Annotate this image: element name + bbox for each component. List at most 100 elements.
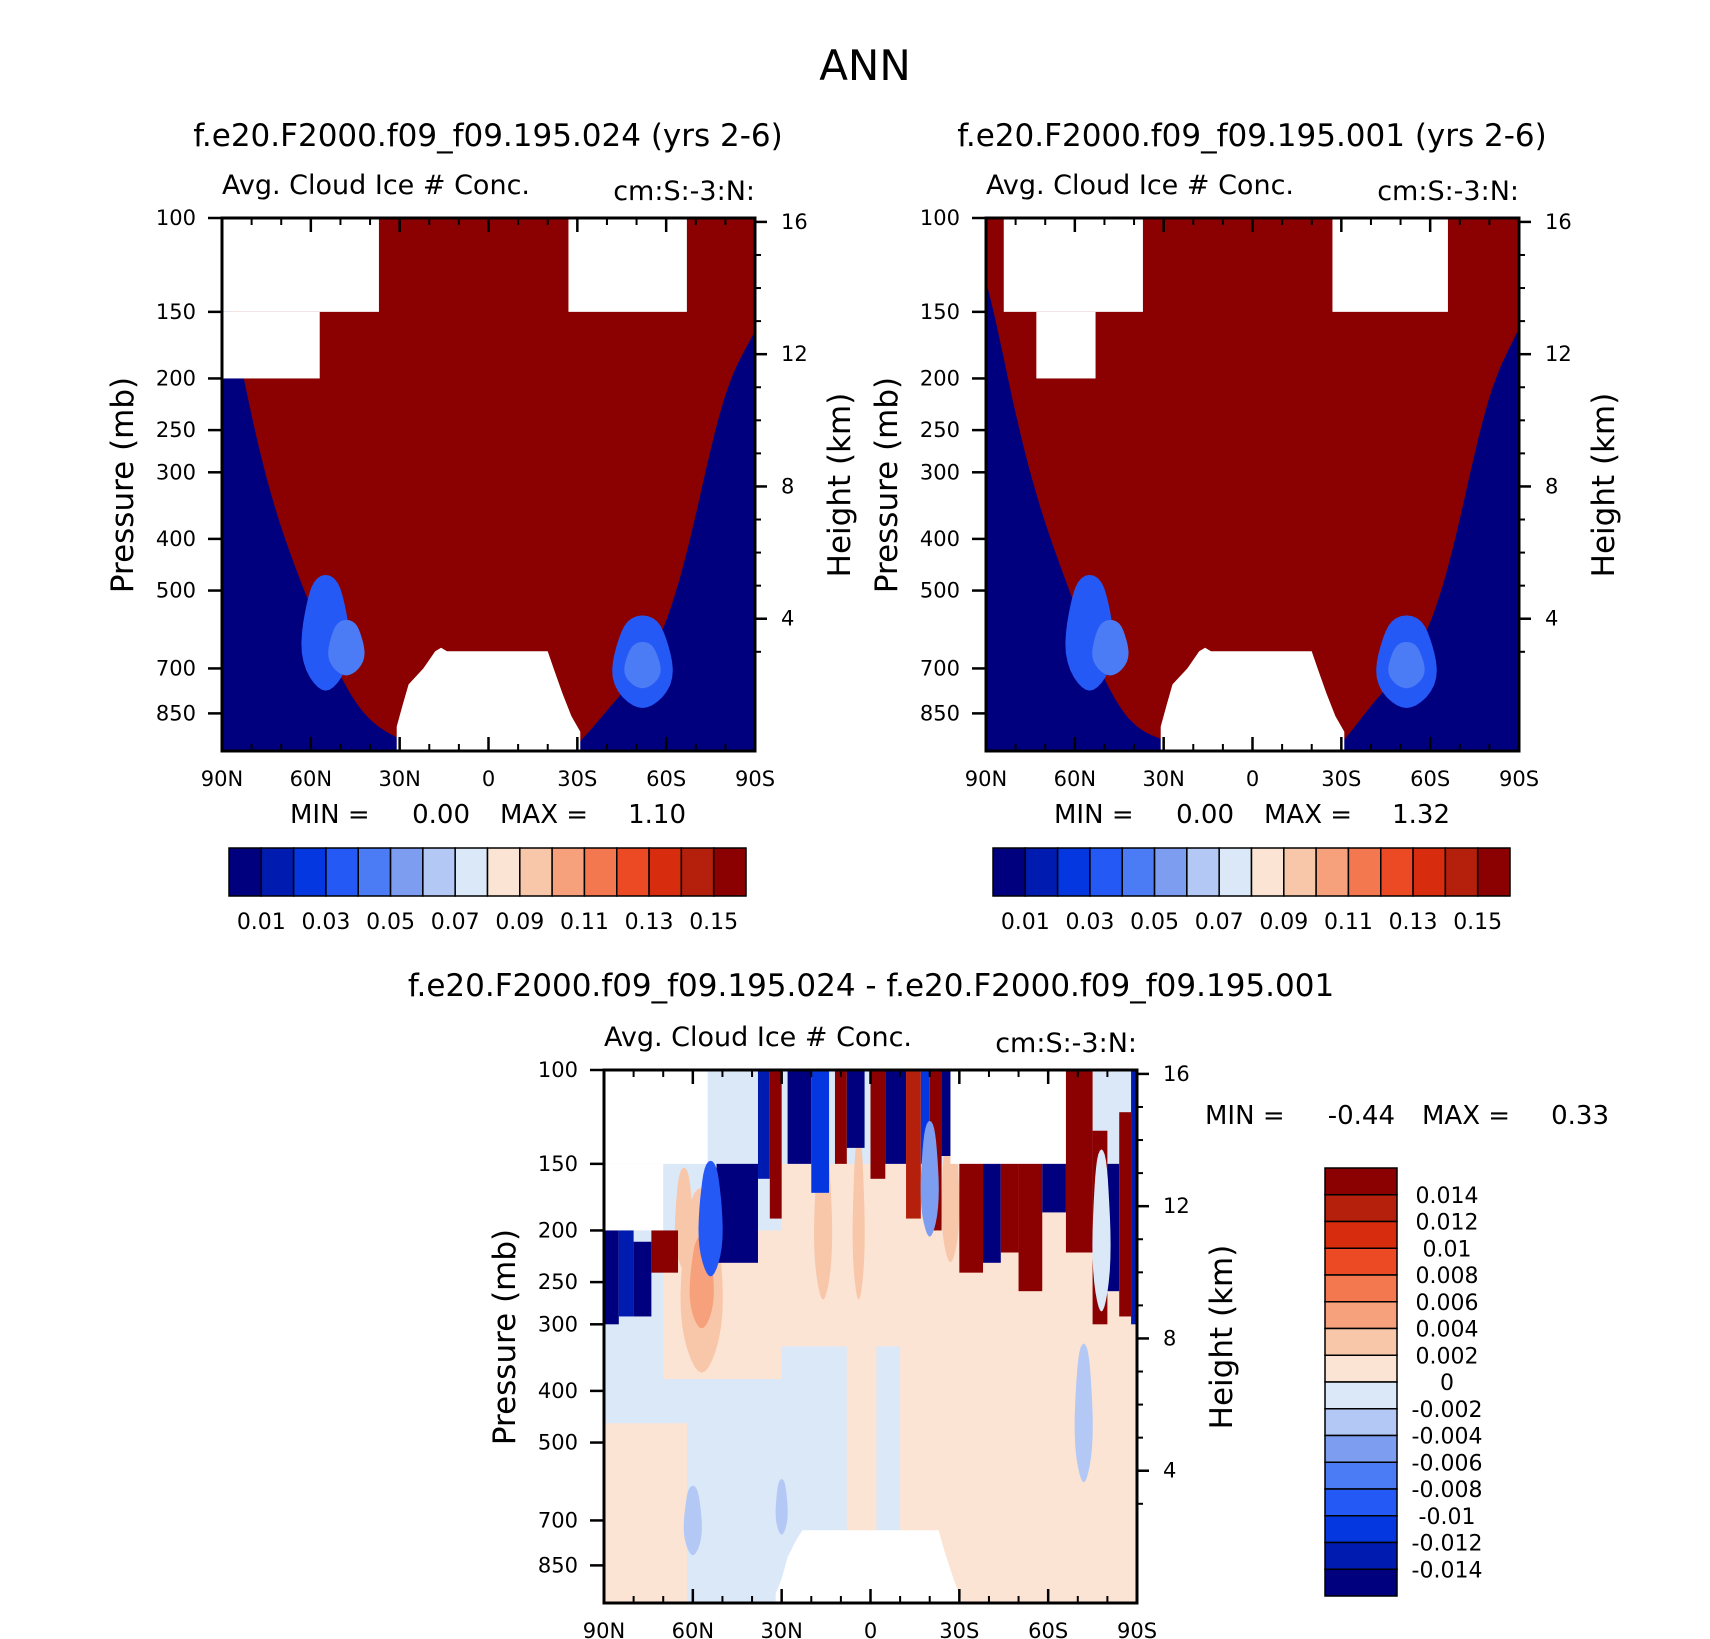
colorbar-box (992, 847, 1027, 897)
diff-column (787, 1070, 812, 1164)
colorbar-box (1324, 1274, 1398, 1303)
colorbar-label: 0.09 (495, 910, 544, 935)
diff-patch (775, 1479, 788, 1535)
x-tick-label: 60S (1028, 1619, 1068, 1639)
panel-control: f.e20.F2000.f09_f09.195.001 (yrs 2-6) Av… (869, 118, 1622, 935)
colorbar-box (422, 847, 456, 897)
y2-axis-label: Height (km) (822, 393, 858, 578)
y-tick-label: 400 (920, 527, 960, 551)
axes: 90N 60N 30N 0 30S 60S 90S 100 150 200 250 300 400 500… (920, 206, 1572, 791)
x-tick-label: 0 (1246, 767, 1259, 791)
diff-column (834, 1070, 847, 1164)
y-tick-label: 250 (156, 418, 196, 442)
y2-axis-label: Height (km) (1586, 393, 1622, 578)
y-tick-label: 850 (538, 1553, 578, 1577)
y-tick-label: 100 (538, 1058, 578, 1082)
y2-tick-label: 8 (1163, 1326, 1176, 1350)
max-label: MAX = (1422, 1101, 1510, 1131)
diff-column (959, 1163, 984, 1273)
colorbar-box (228, 847, 263, 897)
colorbar-box (1218, 847, 1253, 897)
colorbar-label: 0.004 (1416, 1318, 1479, 1343)
colorbar-box (1324, 1408, 1398, 1437)
colorbar-label: 0.11 (1324, 910, 1373, 935)
y-tick-label: 200 (156, 366, 196, 390)
y-tick-label: 700 (920, 656, 960, 680)
colorbar-label: 0.01 (1001, 910, 1050, 935)
colorbar-box (1380, 847, 1414, 897)
diff-streak (852, 1137, 865, 1300)
x-tick-label: 90S (1499, 767, 1539, 791)
contour-field (986, 218, 1519, 751)
diff-column (716, 1163, 758, 1263)
colorbar-label: 0.008 (1416, 1264, 1479, 1289)
colorbar-box (1324, 1568, 1398, 1597)
colorbar-label: 0.006 (1416, 1291, 1479, 1316)
y2-tick-label: 8 (1545, 474, 1558, 498)
colorbar-box (1347, 847, 1382, 897)
min-value: 0.00 (412, 800, 470, 830)
x-tick-label: 90N (583, 1619, 625, 1639)
missing-region (1003, 218, 1143, 312)
colorbar-label: 0.15 (1453, 910, 1502, 935)
diff-column (811, 1070, 830, 1193)
colorbar-label: 0.05 (1130, 910, 1179, 935)
x-tick-label: 60N (672, 1619, 714, 1639)
diff-column (1119, 1112, 1132, 1317)
colorbar-box (1444, 847, 1479, 897)
y-tick-label: 300 (156, 460, 196, 484)
y-tick-label: 400 (538, 1379, 578, 1403)
colorbar-label: 0.15 (689, 910, 738, 935)
max-label: MAX = (500, 800, 588, 830)
diff-column (941, 1070, 951, 1157)
colorbar-box (1476, 847, 1511, 897)
x-tick-label: 0 (482, 767, 495, 791)
colorbar: 0.01 0.03 0.05 0.07 0.09 0.11 0.13 0.15 (992, 847, 1511, 935)
diff-region (781, 1163, 901, 1347)
missing-region (1036, 311, 1096, 379)
y-tick-label: 250 (538, 1270, 578, 1294)
y2-tick-label: 16 (1545, 210, 1572, 234)
blob (624, 642, 661, 689)
y2-tick-label: 12 (781, 342, 808, 366)
y-tick-label: 300 (538, 1312, 578, 1336)
colorbar-label: 0.03 (301, 910, 350, 935)
colorbar-label: 0.13 (1389, 910, 1438, 935)
blob (1092, 619, 1129, 676)
missing-region (222, 311, 320, 379)
min-label: MIN = (1205, 1101, 1285, 1131)
y2-tick-label: 12 (1545, 342, 1572, 366)
x-tick-label: 30N (760, 1619, 802, 1639)
colorbar-label: 0.012 (1416, 1211, 1479, 1236)
colorbar-label: 0 (1440, 1371, 1454, 1396)
colorbar-label: 0.01 (1423, 1237, 1472, 1262)
diff-column (1065, 1070, 1093, 1253)
y-tick-label: 100 (156, 206, 196, 230)
colorbar-label: -0.006 (1412, 1451, 1483, 1476)
colorbar-box (648, 847, 683, 897)
y-tick-label: 500 (920, 579, 960, 603)
y-tick-label: 150 (920, 300, 960, 324)
y-tick-label: 150 (538, 1152, 578, 1176)
y-tick-label: 100 (920, 206, 960, 230)
right-subtitle: cm:S:-3:N: (1377, 176, 1519, 207)
colorbar: 0.01 0.03 0.05 0.07 0.09 0.11 0.13 0.15 (228, 847, 747, 935)
colorbar-box (1186, 847, 1220, 897)
colorbar-box (712, 847, 747, 897)
diff-column (757, 1070, 770, 1179)
y-tick-label: 250 (920, 418, 960, 442)
min-value: -0.44 (1328, 1101, 1395, 1131)
x-tick-label: 90S (735, 767, 775, 791)
colorbar-box (1324, 1247, 1398, 1276)
y2-tick-label: 8 (781, 474, 794, 498)
diff-column (846, 1070, 865, 1148)
diff-column (618, 1230, 634, 1317)
diff-column (769, 1070, 782, 1219)
colorbar-label: 0.11 (560, 910, 609, 935)
colorbar-box (260, 847, 295, 897)
right-subtitle: cm:S:-3:N: (613, 176, 755, 207)
y-tick-label: 850 (156, 701, 196, 725)
y-tick-label: 700 (538, 1508, 578, 1532)
diff-column (885, 1070, 907, 1164)
missing-region (1332, 218, 1448, 312)
